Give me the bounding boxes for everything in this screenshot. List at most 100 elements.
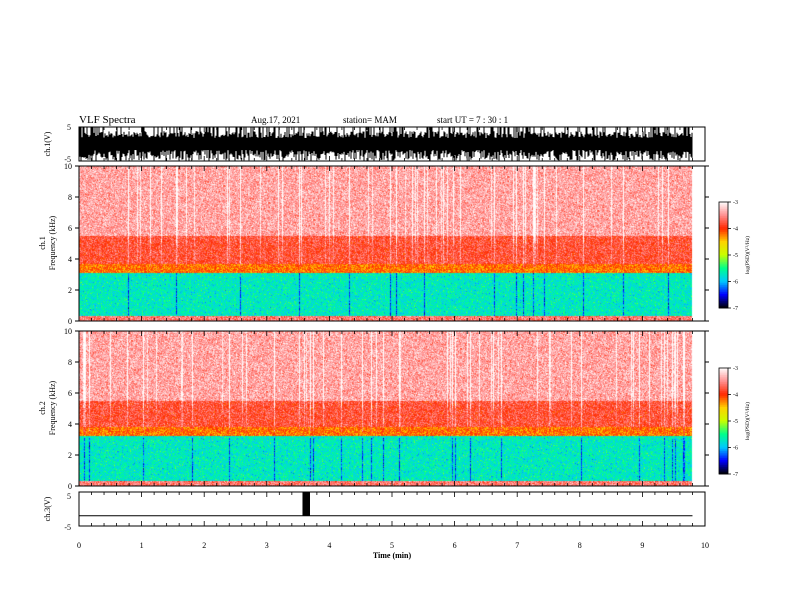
colorbar-cell xyxy=(719,368,728,371)
colorbar-cell xyxy=(719,424,728,427)
colorbar-cell xyxy=(719,230,728,233)
freq-tick-label: 0 xyxy=(68,482,72,491)
ch1-waveform-panel: 5 -5 ch.1(V) xyxy=(43,123,706,164)
time-tick-label: 1 xyxy=(140,541,144,550)
colorbar-label: log(PSD)(V²/Hz) xyxy=(744,236,751,274)
colorbar-cell xyxy=(719,398,728,401)
colorbar-cell xyxy=(719,235,728,238)
freq-tick-label: 8 xyxy=(68,193,72,202)
colorbar-cell xyxy=(719,373,728,376)
colorbar-cell xyxy=(719,442,728,445)
colorbar-cell xyxy=(719,382,728,385)
ch3-pulse xyxy=(302,492,310,516)
colorbar-cell xyxy=(719,304,728,307)
colorbar-cell xyxy=(719,224,728,228)
colorbar-label: log(PSD)(V²/Hz) xyxy=(744,402,751,440)
colorbar-cell xyxy=(719,383,728,387)
colorbar-cell xyxy=(719,276,728,279)
colorbar-cell xyxy=(719,219,728,222)
colorbar-cell xyxy=(719,283,728,286)
ch3-ytick-top: 5 xyxy=(67,492,71,501)
ch3-waveform-ylabel: ch.3(V) xyxy=(43,496,52,521)
colorbar-cell xyxy=(719,451,728,454)
colorbar-cell xyxy=(719,399,728,402)
colorbar-cell xyxy=(719,286,728,289)
colorbar-cell xyxy=(719,461,728,464)
colorbar-cell xyxy=(719,436,728,440)
colorbar-cell xyxy=(719,255,728,258)
colorbar-cell xyxy=(719,239,728,242)
colorbar-cell xyxy=(719,459,728,463)
colorbar-cell xyxy=(719,419,728,422)
start-time-label: start UT = 7 : 30 : 1 xyxy=(437,115,508,125)
colorbar-cell xyxy=(719,445,728,448)
colorbar-cell xyxy=(719,272,728,275)
colorbar-cell xyxy=(719,440,728,443)
freq-tick-label: 6 xyxy=(68,224,72,233)
colorbar-cell xyxy=(719,410,728,413)
colorbar-cell xyxy=(719,233,728,236)
colorbar-cell xyxy=(719,428,728,431)
freq-tick-label: 6 xyxy=(68,389,72,398)
figure-title: VLF Spectra xyxy=(79,114,136,126)
colorbar-cell xyxy=(719,246,728,249)
ch2-spec-ylabel-freq: Frequency (kHz) xyxy=(48,380,57,435)
ch3-ytick-bottom: -5 xyxy=(64,523,71,532)
ch1-spectrogram-image xyxy=(79,166,705,321)
time-tick-label: 7 xyxy=(515,541,519,550)
colorbar-cell xyxy=(719,251,728,254)
date-label: Aug.17, 2021 xyxy=(251,115,300,125)
colorbar-cell xyxy=(719,297,728,300)
time-tick-label: 10 xyxy=(701,541,709,550)
colorbar-cell xyxy=(719,285,728,288)
colorbar-cell xyxy=(719,205,728,208)
colorbar-cell xyxy=(719,456,728,459)
colorbar-cell xyxy=(719,288,728,291)
colorbar-cell xyxy=(719,228,728,231)
colorbar-cell xyxy=(719,369,728,372)
time-tick-label: 4 xyxy=(327,541,331,550)
time-axis-label: Time (min) xyxy=(373,551,412,560)
colorbar-cell xyxy=(719,376,728,379)
colorbar-cell xyxy=(719,253,728,256)
freq-tick-label: 4 xyxy=(68,255,72,264)
colorbar-cell xyxy=(719,279,728,282)
colorbar-cell xyxy=(719,415,728,418)
freq-tick-label: 0 xyxy=(68,317,72,326)
ch3-waveform-frame xyxy=(78,491,706,527)
colorbar-cell xyxy=(719,426,728,429)
colorbar-cell xyxy=(719,214,728,217)
colorbar-cell xyxy=(719,458,728,461)
colorbar-cell xyxy=(719,396,728,399)
colorbar-cell xyxy=(719,269,728,272)
colorbar-cell xyxy=(719,431,728,434)
colorbar-cell xyxy=(719,392,728,395)
colorbar-cell xyxy=(719,405,728,408)
colorbar-cell xyxy=(719,443,728,447)
ch3-waveform-panel: 5 -5 ch.3(V) 0 1 2 3 4 5 6 7 8 9 10 Time (min) xyxy=(43,127,709,560)
colorbar-tick-label: -4 xyxy=(733,227,738,233)
colorbar-cell xyxy=(719,470,728,473)
colorbar-cell xyxy=(719,465,728,468)
time-tick-label: 5 xyxy=(390,541,394,550)
colorbar-tick-label: -5 xyxy=(733,419,738,425)
ch1-spec-ylabel-channel: ch.1 xyxy=(38,236,47,250)
colorbar-cell xyxy=(719,217,728,221)
colorbar-cell xyxy=(719,290,728,293)
colorbar-cell xyxy=(719,267,728,270)
colorbar-cell xyxy=(719,210,728,213)
ch2-spectrogram-image xyxy=(79,331,705,486)
colorbar-cell xyxy=(719,277,728,281)
ch2-spectrogram-panel: 0 2 4 6 8 10 ch.2 Frequency (kHz) xyxy=(38,327,709,491)
colorbar-cell xyxy=(719,240,728,244)
time-tick-label: 6 xyxy=(453,541,457,550)
colorbar-cell xyxy=(719,406,728,410)
colorbar-cell xyxy=(719,209,728,212)
colorbar-cell xyxy=(719,380,728,383)
colorbar-cell xyxy=(719,429,728,432)
colorbar-cell xyxy=(719,394,728,397)
ch2-spec-ylabel-channel: ch.2 xyxy=(38,401,47,415)
freq-tick-label: 10 xyxy=(64,162,72,171)
colorbar-cell xyxy=(719,249,728,252)
